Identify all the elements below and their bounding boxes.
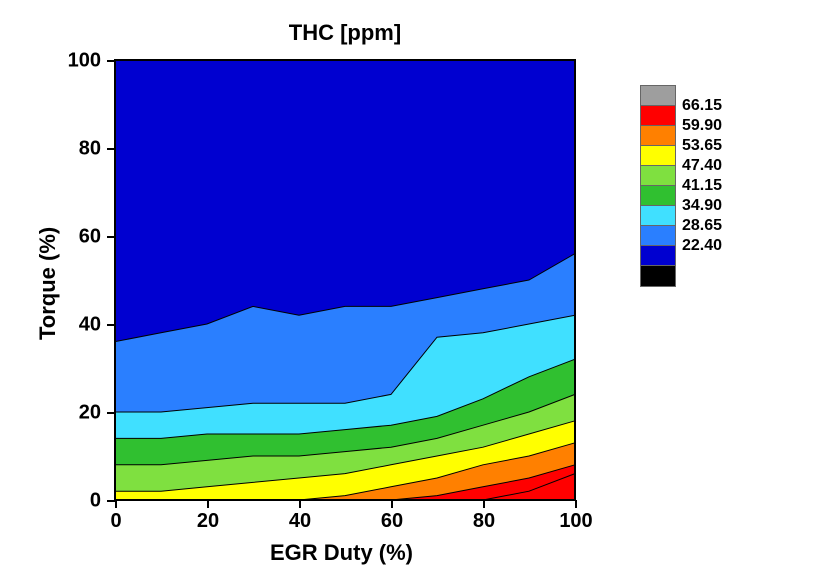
x-tick-label: 20 bbox=[197, 510, 219, 533]
x-tick-label: 60 bbox=[381, 510, 403, 533]
legend-label: 28.65 bbox=[682, 217, 722, 235]
x-axis-label: EGR Duty (%) bbox=[270, 540, 413, 566]
y-tick-mark bbox=[107, 148, 115, 150]
legend-swatch bbox=[640, 245, 676, 267]
legend-label: 53.65 bbox=[682, 137, 722, 155]
y-tick-label: 100 bbox=[68, 50, 101, 73]
y-tick-mark bbox=[107, 324, 115, 326]
y-tick-mark bbox=[107, 236, 115, 238]
y-tick-label: 40 bbox=[79, 314, 101, 337]
legend-swatch bbox=[640, 105, 676, 127]
legend-label: 34.90 bbox=[682, 197, 722, 215]
legend-label: 59.90 bbox=[682, 117, 722, 135]
y-tick-label: 20 bbox=[79, 402, 101, 425]
legend-swatch bbox=[640, 265, 676, 287]
x-tick-label: 0 bbox=[110, 510, 121, 533]
x-tick-label: 80 bbox=[473, 510, 495, 533]
x-tick-label: 40 bbox=[289, 510, 311, 533]
legend-swatch bbox=[640, 185, 676, 207]
x-tick-mark bbox=[391, 500, 393, 508]
chart-container: { "title": {"text":"THC [ppm]","fontsize… bbox=[0, 0, 835, 585]
y-axis-label: Torque (%) bbox=[35, 227, 61, 340]
legend-label: 22.40 bbox=[682, 237, 722, 255]
y-tick-mark bbox=[107, 60, 115, 62]
x-tick-mark bbox=[299, 500, 301, 508]
legend-swatch bbox=[640, 145, 676, 167]
chart-title: THC [ppm] bbox=[65, 20, 625, 46]
legend-label: 47.40 bbox=[682, 157, 722, 175]
legend-swatch bbox=[640, 85, 676, 107]
legend-swatch bbox=[640, 165, 676, 187]
y-tick-label: 60 bbox=[79, 226, 101, 249]
legend-label: 41.15 bbox=[682, 177, 722, 195]
legend-swatch bbox=[640, 225, 676, 247]
legend-swatch bbox=[640, 125, 676, 147]
y-tick-label: 80 bbox=[79, 138, 101, 161]
x-tick-mark bbox=[207, 500, 209, 508]
contour-plot bbox=[114, 59, 576, 501]
x-tick-label: 100 bbox=[559, 510, 592, 533]
legend-label: 66.15 bbox=[682, 97, 722, 115]
x-tick-mark bbox=[575, 500, 577, 508]
y-tick-label: 0 bbox=[90, 490, 101, 513]
x-tick-mark bbox=[115, 500, 117, 508]
legend-swatch bbox=[640, 205, 676, 227]
y-tick-mark bbox=[107, 500, 115, 502]
x-tick-mark bbox=[483, 500, 485, 508]
y-tick-mark bbox=[107, 412, 115, 414]
